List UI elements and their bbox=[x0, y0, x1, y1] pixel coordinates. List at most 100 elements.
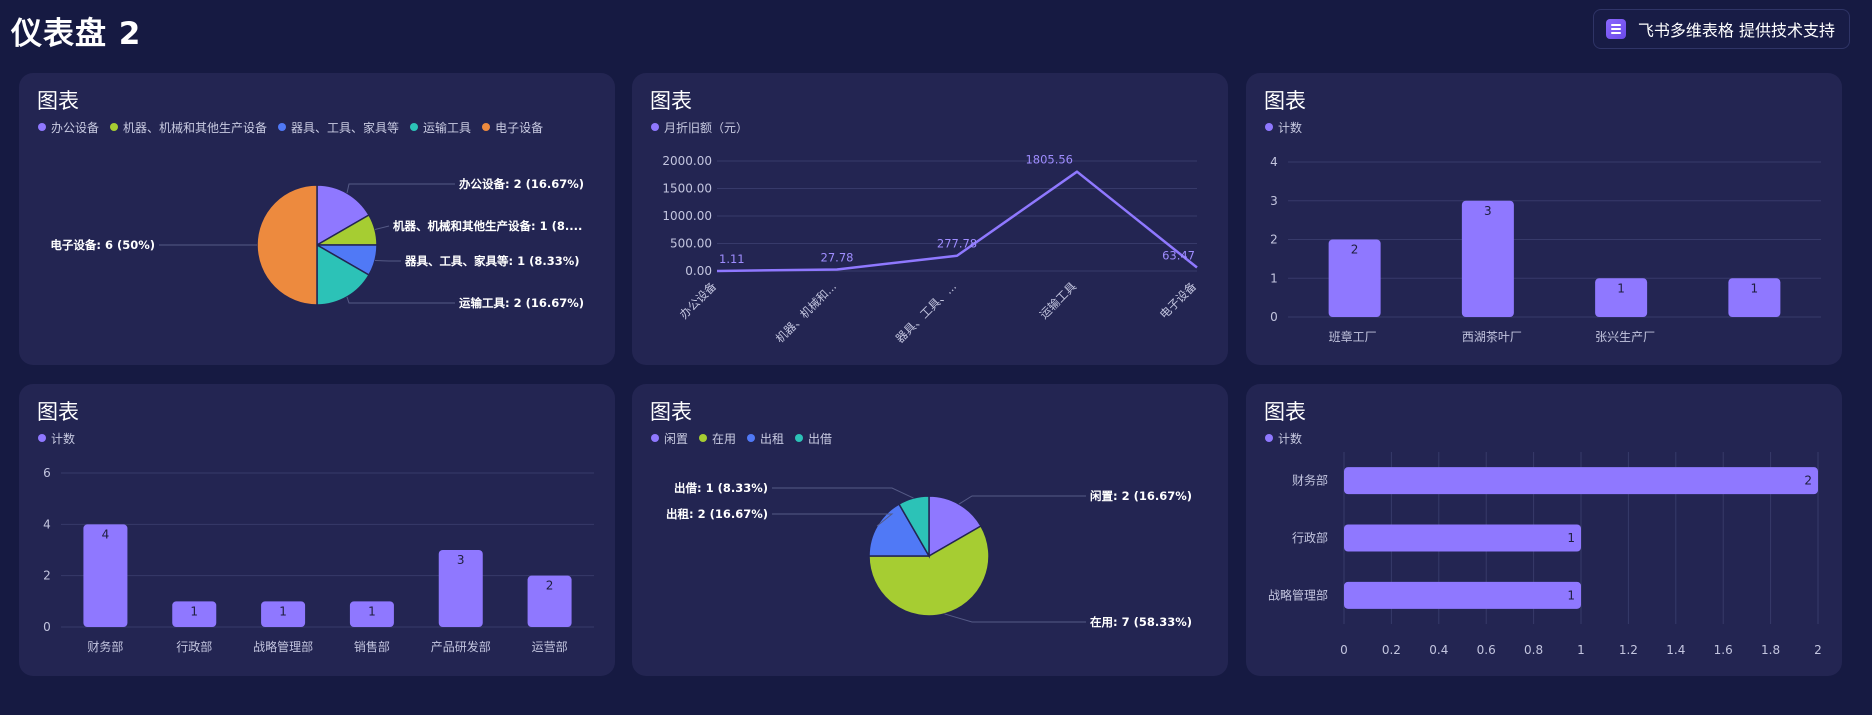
horizontal-bar-chart: 0 0.2 0.4 0.6 0.8 1 1.2 1.4 1.6 1.8 2 2 财务部 1 行政部 1 战略管理… bbox=[1268, 452, 1822, 657]
chart-legend: 计数 bbox=[1265, 430, 1313, 446]
legend-label: 月折旧额（元） bbox=[664, 120, 749, 135]
bar-value-label: 1 bbox=[190, 604, 198, 618]
pie-callout-label: 办公设备: 2 (16.67%) bbox=[459, 177, 584, 191]
legend-item[interactable]: 办公设备 bbox=[38, 119, 99, 136]
bar-chart: 0 2 4 6 4 财务部 1 行政部 1 战略管理部 1 销售部 3 产品研发部 2 运营部 bbox=[43, 466, 594, 654]
bar bbox=[1461, 200, 1514, 317]
legend-label: 计数 bbox=[1278, 431, 1303, 446]
tech-support-badge[interactable]: 飞书多维表格 提供技术支持 bbox=[1592, 9, 1850, 49]
x-tick-label: 西湖茶叶厂 bbox=[1462, 329, 1522, 344]
x-tick-label: 产品研发部 bbox=[431, 639, 491, 654]
pie-callout-label: 在用: 7 (58.33%) bbox=[1090, 615, 1192, 629]
chart-card-depreciation-line: 图表 月折旧额（元） 0.00 500.00 1000.00 1500.00 2000.… bbox=[632, 73, 1228, 365]
bar bbox=[1595, 278, 1648, 317]
legend-item[interactable]: 运输工具 bbox=[410, 119, 471, 136]
pie-slice-3 bbox=[897, 495, 930, 559]
x-tick-label: 办公设备 bbox=[677, 279, 720, 322]
legend-item[interactable]: 出租 bbox=[747, 430, 784, 447]
bar bbox=[1328, 239, 1381, 317]
chart-card-department-bar: 图表 计数 0 2 4 6 4 财务部 1 行政部 1 战略管理部 1 销售部 3 产品研发部 2 运营部 bbox=[19, 384, 615, 676]
line-chart: 0.00 500.00 1000.00 1500.00 2000.00 1.11 27.78… bbox=[662, 153, 1199, 346]
x-tick-label: 张兴生产厂 bbox=[1595, 330, 1655, 344]
legend-dot-icon bbox=[1265, 434, 1273, 442]
bar bbox=[349, 601, 394, 627]
legend-item[interactable]: 月折旧额（元） bbox=[651, 119, 748, 136]
x-tick-label: 1.4 bbox=[1666, 643, 1685, 657]
x-tick-label: 机器、机械和... bbox=[773, 279, 839, 345]
legend-item[interactable]: 计数 bbox=[1265, 119, 1302, 136]
pie-leader-line bbox=[944, 613, 1086, 623]
x-tick-label: 销售部 bbox=[354, 639, 390, 654]
data-label: 1.11 bbox=[719, 252, 745, 266]
chart-title: 图表 bbox=[1264, 400, 1306, 424]
y-tick-label: 战略管理部 bbox=[1268, 587, 1328, 602]
legend-item[interactable]: 在用 bbox=[699, 430, 736, 447]
chart-legend: 闲置 在用 出租 出借 bbox=[651, 430, 843, 446]
chart-legend: 计数 bbox=[38, 430, 86, 446]
chart-title: 图表 bbox=[1264, 89, 1306, 113]
legend-dot-icon bbox=[1265, 123, 1273, 131]
bar-value-label: 1 bbox=[368, 604, 376, 618]
x-tick-label: 器具、工具、... bbox=[893, 279, 959, 345]
line-series bbox=[716, 170, 1198, 273]
data-label: 277.78 bbox=[937, 237, 977, 251]
pie-chart: 闲置: 2 (16.67%) 在用: 7 (58.33%) 出租: 2 (16.67… bbox=[666, 481, 1192, 629]
x-tick-label: 财务部 bbox=[87, 639, 123, 654]
chart-title: 图表 bbox=[650, 400, 692, 424]
tech-support-label: 飞书多维表格 提供技术支持 bbox=[1637, 21, 1835, 40]
legend-label: 运输工具 bbox=[423, 120, 472, 135]
pie-leader-line bbox=[346, 183, 455, 194]
pie-leader-line bbox=[958, 495, 1086, 505]
bar-value-label: 2 bbox=[546, 579, 554, 593]
legend-item[interactable]: 出借 bbox=[795, 430, 832, 447]
pie-callout-label: 电子设备: 6 (50%) bbox=[50, 238, 155, 252]
table-app-icon bbox=[1605, 19, 1626, 39]
legend-item[interactable]: 计数 bbox=[1265, 430, 1302, 447]
pie-callout-label: 机器、机械和其他生产设备: 1 (8.... bbox=[393, 219, 582, 233]
bar-value-label: 1 bbox=[1617, 281, 1625, 295]
y-tick-label: 1500.00 bbox=[662, 182, 712, 196]
pie-callout-label: 器具、工具、家具等: 1 (8.33%) bbox=[404, 254, 580, 268]
bar bbox=[527, 575, 572, 627]
legend-label: 计数 bbox=[51, 431, 76, 446]
legend-item[interactable]: 机器、机械和其他生产设备 bbox=[110, 119, 267, 136]
legend-item[interactable]: 电子设备 bbox=[482, 119, 543, 136]
legend-label: 机器、机械和其他生产设备 bbox=[123, 120, 268, 135]
legend-label: 计数 bbox=[1278, 120, 1303, 135]
x-tick-label: 班章工厂 bbox=[1329, 329, 1377, 344]
header: 仪表盘 2 飞书多维表格 提供技术支持 bbox=[0, 0, 1872, 60]
bar-value-label: 1 bbox=[1567, 531, 1575, 545]
legend-label: 办公设备 bbox=[51, 120, 100, 135]
legend-item[interactable]: 闲置 bbox=[651, 430, 688, 447]
y-tick-label: 2000.00 bbox=[662, 154, 712, 168]
x-tick-label: 战略管理部 bbox=[253, 639, 313, 654]
x-tick-label: 运输工具 bbox=[1037, 279, 1080, 322]
legend-item[interactable]: 器具、工具、家具等 bbox=[278, 119, 399, 136]
x-tick-label: 1.8 bbox=[1761, 643, 1780, 657]
pie-leader-line bbox=[772, 487, 914, 499]
bar-value-label: 1 bbox=[279, 604, 287, 618]
y-tick-label: 2 bbox=[1270, 233, 1278, 247]
legend-item[interactable]: 计数 bbox=[38, 430, 75, 447]
bar bbox=[83, 524, 128, 627]
x-tick-label: 行政部 bbox=[176, 639, 212, 654]
chart-legend: 计数 bbox=[1265, 119, 1313, 135]
chart-legend: 月折旧额（元） bbox=[651, 119, 759, 135]
y-tick-label: 0 bbox=[43, 620, 51, 634]
x-tick-label: 2 bbox=[1814, 643, 1822, 657]
pie-chart: 办公设备: 2 (16.67%) 机器、机械和其他生产设备: 1 (8.... 器具… bbox=[50, 177, 584, 310]
x-tick-label: 0.6 bbox=[1477, 643, 1496, 657]
data-label: 1805.56 bbox=[1025, 153, 1073, 167]
bar bbox=[1728, 278, 1781, 317]
legend-dot-icon bbox=[795, 434, 804, 442]
chart-legend: 办公设备 机器、机械和其他生产设备 器具、工具、家具等 运输工具 电子设备 bbox=[38, 119, 554, 135]
legend-dot-icon bbox=[38, 434, 46, 442]
legend-dot-icon bbox=[651, 123, 659, 131]
chart-title: 图表 bbox=[37, 400, 79, 424]
x-tick-label: 0.8 bbox=[1524, 643, 1543, 657]
legend-dot-icon bbox=[699, 434, 708, 442]
pie-slice-4 bbox=[256, 184, 318, 306]
x-tick-label: 1 bbox=[1577, 643, 1585, 657]
legend-label: 出借 bbox=[808, 431, 833, 446]
y-tick-label: 行政部 bbox=[1292, 530, 1328, 545]
